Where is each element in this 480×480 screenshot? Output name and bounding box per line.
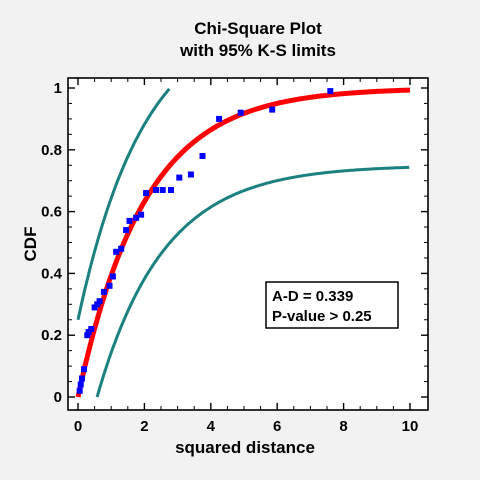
stats-box bbox=[265, 281, 399, 329]
data-point bbox=[138, 211, 145, 218]
y-tick-label: 1 bbox=[54, 80, 62, 97]
data-point bbox=[176, 174, 183, 181]
ks-limit-curves bbox=[76, 87, 410, 398]
fitted-chi-square-curve bbox=[75, 87, 411, 398]
data-point bbox=[199, 153, 206, 159]
data-point bbox=[113, 248, 120, 255]
x-tick-label: 6 bbox=[273, 418, 281, 435]
data-point bbox=[100, 288, 107, 295]
data-point bbox=[79, 375, 85, 382]
stats-anderson-darling: A-D = 0.339 bbox=[272, 288, 353, 305]
data-point bbox=[85, 329, 92, 336]
x-tick-label: 2 bbox=[140, 418, 148, 435]
data-point bbox=[187, 171, 194, 178]
y-axis-label: CDF bbox=[21, 227, 40, 262]
y-tick-label: 0.4 bbox=[41, 265, 63, 282]
data-point bbox=[269, 106, 276, 113]
y-tick-label: 0.8 bbox=[41, 142, 62, 159]
data-point bbox=[88, 326, 95, 332]
data-point bbox=[109, 273, 116, 280]
data-point bbox=[84, 332, 91, 339]
data-point bbox=[94, 301, 101, 308]
data-point bbox=[106, 282, 113, 289]
chart-title: Chi-Square Plot bbox=[194, 19, 322, 38]
data-point bbox=[126, 217, 133, 224]
data-point bbox=[76, 387, 83, 394]
data-point bbox=[77, 381, 84, 388]
x-tick-label: 0 bbox=[74, 418, 82, 435]
stats-p-value: P-value > 0.25 bbox=[272, 308, 372, 325]
data-point bbox=[81, 366, 87, 373]
data-point bbox=[159, 187, 166, 193]
x-tick-label: 10 bbox=[402, 418, 419, 435]
data-point bbox=[91, 304, 98, 311]
x-tick-label: 8 bbox=[339, 418, 347, 435]
data-point bbox=[118, 245, 125, 252]
plot-area bbox=[67, 77, 429, 411]
data-point bbox=[123, 227, 130, 234]
data-point bbox=[153, 187, 159, 193]
y-tick-label: 0.6 bbox=[41, 204, 62, 221]
data-point bbox=[168, 187, 174, 193]
x-tick-label: 4 bbox=[207, 418, 216, 435]
data-point bbox=[96, 298, 103, 305]
data-point bbox=[143, 190, 150, 197]
upper-ks-limit-curve bbox=[76, 87, 171, 321]
fitted-curve-layer bbox=[75, 87, 411, 398]
data-point bbox=[216, 115, 223, 122]
x-axis-label: squared distance bbox=[175, 438, 315, 457]
data-point bbox=[237, 109, 244, 116]
lower-ks-limit-curve bbox=[95, 165, 410, 398]
y-tick-label: 0.2 bbox=[41, 327, 62, 344]
data-point bbox=[327, 88, 334, 95]
y-tick-label: 0 bbox=[54, 389, 62, 406]
axis-ticks: 0 2 4 6 8 10 0 0.2 0.4 0.6 0.8 1 bbox=[41, 78, 428, 435]
data-points bbox=[76, 88, 334, 394]
chart-subtitle: with 95% K-S limits bbox=[179, 41, 336, 60]
data-point bbox=[133, 214, 140, 221]
